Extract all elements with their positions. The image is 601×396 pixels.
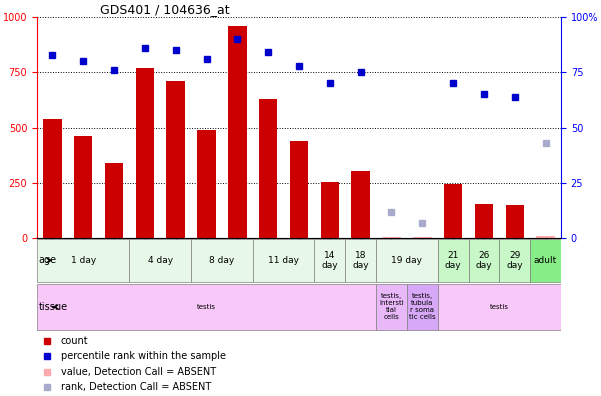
Bar <box>536 236 555 238</box>
FancyBboxPatch shape <box>314 239 345 282</box>
Text: age: age <box>38 255 56 265</box>
FancyBboxPatch shape <box>37 239 129 282</box>
FancyBboxPatch shape <box>530 239 561 282</box>
Bar <box>74 137 93 238</box>
Bar <box>290 141 308 238</box>
Bar <box>505 205 524 238</box>
Text: 21
day: 21 day <box>445 251 462 270</box>
FancyBboxPatch shape <box>37 284 376 330</box>
Bar <box>259 99 278 238</box>
Text: testis: testis <box>197 304 216 310</box>
Text: 4 day: 4 day <box>148 256 173 265</box>
Bar <box>475 204 493 238</box>
Text: 26
day: 26 day <box>475 251 492 270</box>
Text: 8 day: 8 day <box>209 256 234 265</box>
Text: testis,
intersti
tial
cells: testis, intersti tial cells <box>379 293 404 320</box>
FancyBboxPatch shape <box>253 239 314 282</box>
Text: rank, Detection Call = ABSENT: rank, Detection Call = ABSENT <box>61 382 211 392</box>
Bar <box>228 26 246 238</box>
FancyBboxPatch shape <box>438 239 469 282</box>
Text: 29
day: 29 day <box>507 251 523 270</box>
FancyBboxPatch shape <box>438 284 561 330</box>
FancyBboxPatch shape <box>407 284 438 330</box>
Text: adult: adult <box>534 256 557 265</box>
FancyBboxPatch shape <box>191 239 253 282</box>
Text: testis: testis <box>490 304 509 310</box>
Text: 14
day: 14 day <box>322 251 338 270</box>
Bar <box>352 171 370 238</box>
Bar <box>320 182 339 238</box>
Bar <box>197 130 216 238</box>
FancyBboxPatch shape <box>376 284 407 330</box>
FancyBboxPatch shape <box>376 239 438 282</box>
Bar <box>43 119 62 238</box>
Bar <box>166 81 185 238</box>
Text: count: count <box>61 335 88 346</box>
FancyBboxPatch shape <box>499 239 530 282</box>
Bar <box>444 184 462 238</box>
FancyBboxPatch shape <box>345 239 376 282</box>
Bar <box>382 237 401 238</box>
Bar <box>136 68 154 238</box>
Text: 19 day: 19 day <box>391 256 423 265</box>
Bar <box>105 163 123 238</box>
Text: 11 day: 11 day <box>268 256 299 265</box>
Text: value, Detection Call = ABSENT: value, Detection Call = ABSENT <box>61 367 216 377</box>
Text: 18
day: 18 day <box>352 251 369 270</box>
FancyBboxPatch shape <box>129 239 191 282</box>
Text: tissue: tissue <box>38 302 68 312</box>
Text: testis,
tubula
r soma
tic cells: testis, tubula r soma tic cells <box>409 293 436 320</box>
Text: GDS401 / 104636_at: GDS401 / 104636_at <box>100 3 230 16</box>
Text: 1 day: 1 day <box>70 256 96 265</box>
Text: percentile rank within the sample: percentile rank within the sample <box>61 351 225 361</box>
FancyBboxPatch shape <box>469 239 499 282</box>
Bar <box>413 236 432 238</box>
